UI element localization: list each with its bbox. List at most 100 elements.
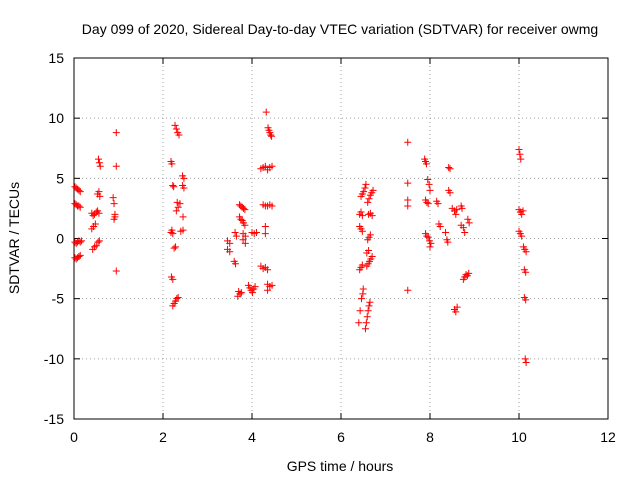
data-point bbox=[252, 228, 260, 236]
y-tick-label: -10 bbox=[44, 351, 64, 367]
data-point bbox=[95, 188, 103, 196]
y-tick-label: 15 bbox=[48, 50, 64, 66]
data-point bbox=[446, 165, 454, 173]
data-point bbox=[241, 239, 249, 247]
data-point bbox=[111, 213, 119, 221]
data-point bbox=[434, 200, 442, 208]
data-point bbox=[517, 155, 525, 163]
data-point bbox=[356, 307, 364, 315]
data-point bbox=[179, 213, 187, 221]
data-point bbox=[446, 189, 454, 197]
x-axis-label: GPS time / hours bbox=[287, 458, 394, 474]
data-point bbox=[234, 292, 242, 300]
data-point bbox=[365, 302, 373, 310]
data-point bbox=[94, 238, 102, 246]
data-point bbox=[464, 215, 472, 223]
chart-title: Day 099 of 2020, Sidereal Day-to-day VTE… bbox=[82, 21, 598, 37]
data-point bbox=[363, 313, 371, 321]
data-point bbox=[173, 198, 181, 206]
data-point bbox=[75, 186, 83, 194]
data-point bbox=[423, 232, 431, 240]
data-point bbox=[95, 159, 103, 167]
data-point bbox=[232, 260, 240, 268]
data-point bbox=[241, 221, 249, 229]
data-point bbox=[459, 224, 467, 232]
data-point bbox=[172, 207, 180, 215]
data-point bbox=[174, 203, 182, 211]
y-tick-label: 5 bbox=[56, 170, 64, 186]
data-point bbox=[465, 219, 473, 227]
data-point bbox=[436, 222, 444, 230]
data-point bbox=[112, 129, 120, 137]
data-point bbox=[237, 215, 245, 223]
data-point bbox=[465, 269, 473, 277]
data-point bbox=[261, 222, 269, 230]
x-tick-label: 10 bbox=[511, 429, 527, 445]
data-point bbox=[112, 267, 120, 275]
data-point bbox=[168, 226, 176, 234]
data-point bbox=[358, 261, 366, 269]
data-point bbox=[444, 238, 452, 246]
data-point bbox=[268, 281, 276, 289]
data-point bbox=[366, 298, 374, 306]
data-point bbox=[237, 289, 245, 297]
x-tick-label: 4 bbox=[248, 429, 256, 445]
data-point bbox=[453, 206, 461, 214]
data-point bbox=[369, 186, 377, 194]
data-point bbox=[251, 283, 259, 291]
data-point bbox=[170, 183, 178, 191]
y-tick-label: -15 bbox=[44, 411, 64, 427]
data-point bbox=[268, 202, 276, 210]
data-point bbox=[445, 164, 453, 172]
data-point bbox=[268, 162, 276, 170]
data-point bbox=[75, 202, 83, 210]
data-point bbox=[424, 233, 432, 241]
data-point bbox=[78, 237, 86, 245]
data-point bbox=[169, 182, 177, 190]
data-point bbox=[241, 206, 249, 214]
data-point bbox=[404, 138, 412, 146]
data-point bbox=[442, 228, 450, 236]
data-point bbox=[515, 145, 523, 153]
data-point bbox=[426, 186, 434, 194]
data-point bbox=[96, 162, 104, 170]
data-point bbox=[76, 238, 84, 246]
data-point bbox=[425, 180, 433, 188]
data-point bbox=[232, 232, 240, 240]
data-point bbox=[357, 295, 365, 303]
data-point bbox=[240, 204, 248, 212]
data-point bbox=[75, 253, 83, 261]
y-tick-label: 0 bbox=[56, 231, 64, 247]
data-point bbox=[521, 355, 529, 363]
data-point bbox=[361, 325, 369, 333]
data-point bbox=[357, 208, 365, 216]
data-point bbox=[516, 150, 524, 158]
data-point bbox=[422, 160, 430, 168]
data-point bbox=[112, 162, 120, 170]
data-point bbox=[426, 243, 434, 251]
data-point bbox=[95, 237, 103, 245]
data-point bbox=[518, 232, 526, 240]
y-tick-label: -5 bbox=[52, 291, 65, 307]
data-point bbox=[424, 176, 432, 184]
data-point bbox=[89, 212, 97, 220]
data-point bbox=[452, 210, 460, 218]
data-point bbox=[365, 195, 373, 203]
data-point bbox=[239, 236, 247, 244]
data-point bbox=[175, 131, 183, 139]
data-point bbox=[76, 203, 84, 211]
data-point bbox=[461, 228, 469, 236]
tick-labels: 0 2 4 6 8 10 12 -15 -10 -5 0 5 10 15 bbox=[44, 50, 616, 445]
data-point bbox=[424, 200, 432, 208]
data-point bbox=[180, 174, 188, 182]
data-point bbox=[172, 125, 180, 133]
data-point bbox=[522, 296, 530, 304]
x-tick-label: 8 bbox=[426, 429, 434, 445]
x-tick-label: 2 bbox=[159, 429, 167, 445]
y-axis-label: SDTVAR / TECUs bbox=[6, 182, 22, 294]
y-tick-label: 10 bbox=[48, 110, 64, 126]
data-point bbox=[174, 293, 182, 301]
grid bbox=[74, 58, 608, 419]
data-point bbox=[368, 212, 376, 220]
